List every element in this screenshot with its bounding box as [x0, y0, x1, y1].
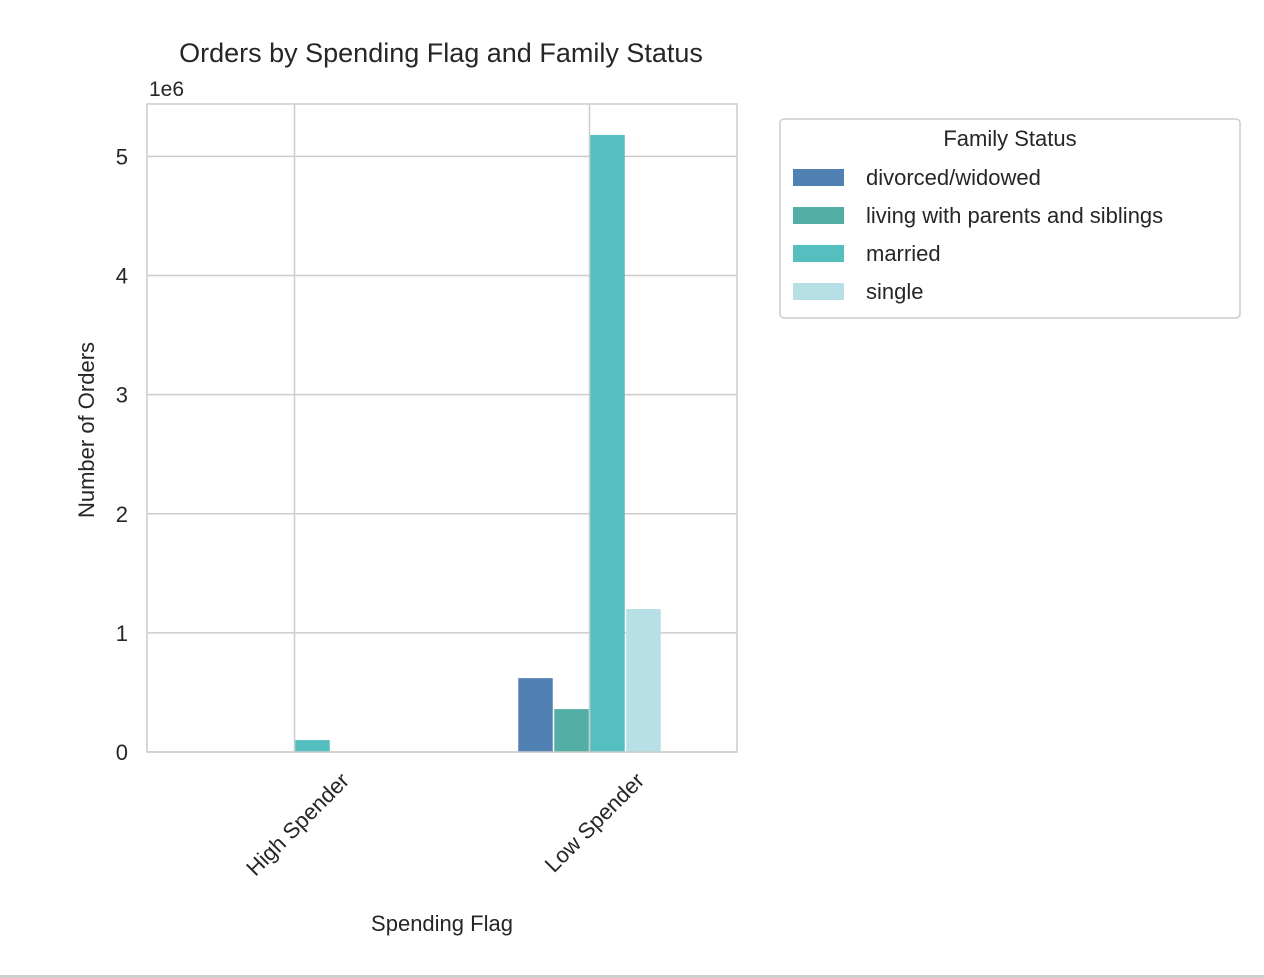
legend-swatch	[793, 169, 844, 186]
bar-divorced-widowed-1	[518, 678, 553, 752]
y-tick-label: 2	[116, 502, 128, 527]
x-axis-label: Spending Flag	[371, 911, 513, 936]
legend-label: married	[866, 241, 941, 266]
bar-single-1	[626, 609, 661, 752]
y-tick-label: 0	[116, 740, 128, 765]
bar-married-1	[590, 134, 625, 752]
legend-swatch	[793, 207, 844, 224]
y-axis-label: Number of Orders	[74, 342, 99, 518]
y-tick-label: 5	[116, 144, 128, 169]
grid-lines	[147, 104, 737, 753]
x-tick-labels: High Spender Low Spender	[241, 768, 649, 881]
y-tick-label: 1	[116, 621, 128, 646]
bottom-rule	[0, 975, 1264, 978]
x-tick-label: High Spender	[241, 768, 354, 881]
legend-box	[779, 118, 1241, 319]
legend-items: divorced/widowed living with parents and …	[793, 165, 1163, 304]
chart-title: Orders by Spending Flag and Family Statu…	[179, 38, 703, 68]
legend-swatch	[793, 245, 844, 262]
bar-married-0	[295, 740, 330, 752]
plot-frame	[146, 103, 738, 753]
y-tick-label: 3	[116, 383, 128, 408]
y-tick-label: 4	[116, 264, 128, 289]
legend-label: living with parents and siblings	[866, 203, 1163, 228]
bar-living-with-parents-and-siblings-1	[554, 709, 589, 752]
legend-label: divorced/widowed	[866, 165, 1041, 190]
legend-swatch	[793, 283, 844, 300]
y-tick-labels: 0 1 2 3 4 5	[116, 144, 128, 765]
y-offset-label: 1e6	[149, 78, 184, 101]
bars	[223, 134, 661, 752]
legend: Family Status divorced/widowed living wit…	[779, 118, 1241, 319]
legend-label: single	[866, 279, 923, 304]
x-tick-label: Low Spender	[540, 768, 649, 877]
legend-title: Family Status	[943, 126, 1076, 151]
